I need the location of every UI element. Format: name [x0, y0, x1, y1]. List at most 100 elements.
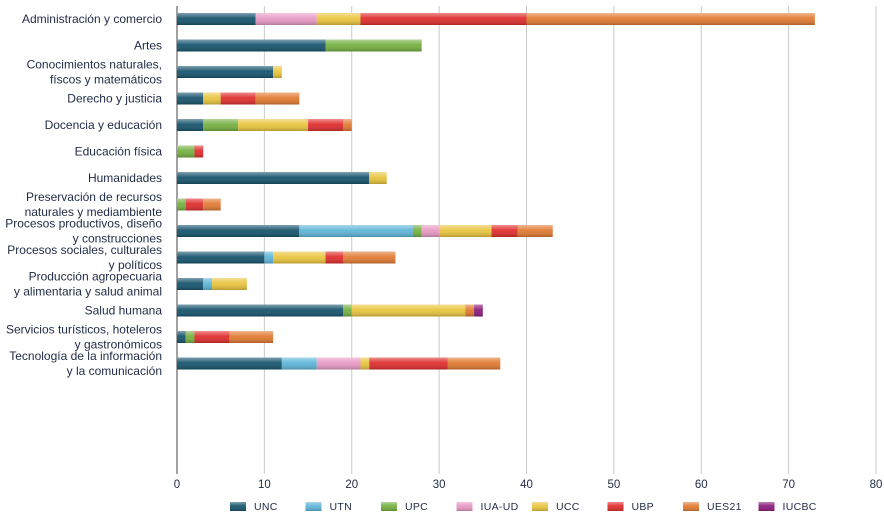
- x-tick-label: 20: [345, 479, 358, 491]
- bar-segment-upc: [343, 304, 352, 317]
- bar-segment-unc: [177, 66, 274, 78]
- bar-segment-ues21: [526, 13, 815, 25]
- bar-segment-ucc: [351, 304, 466, 317]
- legend-label: UPC: [405, 501, 428, 513]
- bar-segment-upc: [177, 145, 195, 158]
- category-label: Tecnología de la información y la comunic…: [9, 349, 162, 378]
- legend-label: IUCBC: [783, 501, 817, 513]
- legend-swatch-shading: [381, 502, 397, 511]
- x-tick-label: 40: [520, 479, 533, 491]
- bar-segment-upc: [325, 39, 422, 52]
- bar-segment-upc: [412, 225, 422, 237]
- bar-segment-ues21: [203, 198, 221, 211]
- bar-segment-unc: [177, 357, 282, 370]
- bar-segment-ucc: [203, 92, 221, 105]
- category-label: Administración y comercio: [22, 12, 162, 26]
- category-label: Servicios turísticos, hoteleros y gastron…: [6, 323, 162, 352]
- bars: [177, 13, 815, 370]
- category-label: Derecho y justicia: [67, 92, 162, 106]
- legend-swatch-shading: [532, 502, 548, 511]
- bar-segment-upc: [185, 331, 195, 343]
- bar-segment-ubp: [185, 198, 204, 211]
- legend-item-utn: UTN: [305, 501, 352, 513]
- bar-segment-ucc: [439, 225, 492, 237]
- x-tick-label: 10: [258, 479, 271, 491]
- bar-segment-unc: [177, 119, 204, 131]
- x-tick-label: 50: [607, 479, 620, 491]
- bar-segment-iua-ud: [421, 225, 440, 237]
- bar-segment-ucc: [360, 357, 370, 370]
- x-tick-label: 70: [782, 479, 795, 491]
- bar-segment-unc: [177, 172, 370, 184]
- bar-segment-unc: [177, 92, 204, 105]
- bar-segment-ues21: [343, 119, 352, 131]
- bar-segment-ues21: [229, 331, 274, 343]
- legend-label: UNC: [254, 501, 278, 513]
- bar-segment-ues21: [517, 225, 553, 237]
- legend-label: UBP: [632, 501, 655, 513]
- bar-segment-ubp: [360, 13, 527, 25]
- legend-item-ubp: UBP: [607, 501, 655, 513]
- bar-segment-unc: [177, 331, 186, 343]
- bar-segment-ucc: [273, 251, 326, 264]
- legend-item-iua-ud: IUA-UD: [456, 501, 519, 513]
- bar-segment-ucc: [273, 66, 282, 78]
- bar-segment-utn: [264, 251, 274, 264]
- bar-segment-utn: [203, 278, 212, 290]
- legend-item-ucc: UCC: [532, 501, 580, 513]
- bar-segment-ues21: [447, 357, 501, 370]
- bar-segment-ubp: [220, 92, 256, 105]
- legend-label: IUA-UD: [481, 501, 519, 513]
- legend-swatch-shading: [305, 502, 322, 511]
- bar-segment-ubp: [308, 119, 344, 131]
- legend-swatch-shading: [683, 502, 699, 511]
- bar-segment-utn: [281, 357, 317, 370]
- bar-segment-unc: [177, 304, 344, 317]
- category-label: Humanidades: [88, 171, 162, 185]
- grid-lines: [176, 6, 877, 474]
- x-axis-ticks: 0 10 20 30 40 50 60 70 80: [174, 479, 883, 491]
- category-label: Salud humana: [85, 304, 163, 318]
- bar-segment-unc: [177, 278, 204, 290]
- bar-segment-upc: [177, 198, 186, 211]
- bar-segment-upc: [203, 119, 239, 131]
- bar-segment-ucc: [238, 119, 309, 131]
- bar-segment-ucc: [211, 278, 247, 290]
- category-label: Procesos sociales, culturales y políticos: [7, 243, 162, 272]
- bar-segment-unc: [177, 251, 265, 264]
- bar-segment-iua-ud: [316, 357, 361, 370]
- bar-segment-unc: [177, 225, 300, 237]
- category-labels: Administración y comercio Artes Conocimien…: [5, 12, 162, 378]
- legend-label: UTN: [330, 501, 352, 513]
- bar-segment-ubp: [369, 357, 448, 370]
- bar-segment-ues21: [343, 251, 396, 264]
- bar-segment-utn: [299, 225, 413, 237]
- category-label: Procesos productivos, diseño y construcci…: [5, 217, 162, 246]
- legend-item-upc: UPC: [381, 501, 428, 513]
- legend-label: UCC: [556, 501, 580, 513]
- bar-segment-ucc: [369, 172, 387, 184]
- legend: UNC UTN UPC IUA-UD UCC UBP UES21 IUCBC: [230, 501, 817, 513]
- bar-segment-ubp: [194, 145, 204, 158]
- category-label: Producción agropecuaria y alimentaria y s…: [14, 270, 162, 299]
- x-tick-label: 60: [695, 479, 708, 491]
- legend-item-ues21: UES21: [683, 501, 742, 513]
- category-label: Educación física: [75, 145, 163, 159]
- category-label: Artes: [134, 39, 162, 53]
- legend-item-unc: UNC: [230, 501, 278, 513]
- bar-segment-unc: [177, 39, 326, 52]
- category-label: Conocimientos naturales, físcos y matemát…: [27, 58, 162, 87]
- legend-swatch-shading: [607, 502, 624, 511]
- category-label: Docencia y educación: [45, 118, 162, 132]
- bar-segment-unc: [177, 13, 256, 25]
- legend-swatch-shading: [758, 502, 775, 511]
- bar-segment-iucbc: [474, 304, 483, 317]
- bar-segment-ubp: [194, 331, 230, 343]
- legend-item-iucbc: IUCBC: [758, 501, 817, 513]
- category-label: Preservación de recursos naturales y medi…: [25, 190, 163, 219]
- x-tick-label: 80: [870, 479, 883, 491]
- legend-label: UES21: [707, 501, 742, 513]
- legend-swatch-shading: [456, 502, 473, 511]
- bar-segment-ucc: [316, 13, 361, 25]
